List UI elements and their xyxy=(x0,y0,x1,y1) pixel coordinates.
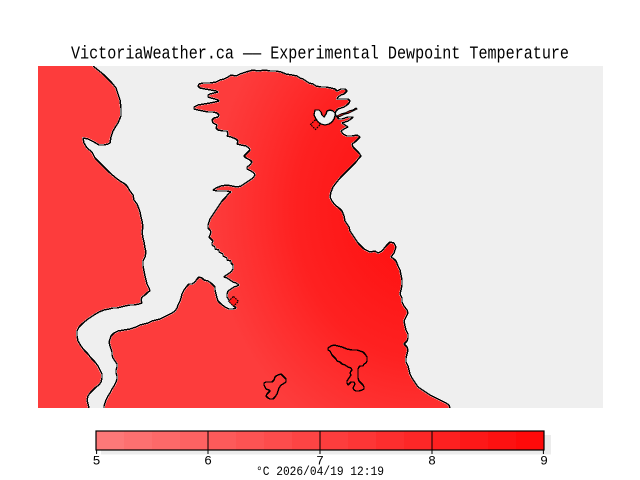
svg-text:8: 8 xyxy=(428,454,436,469)
svg-text:°C 2026/04/19 12:19: °C 2026/04/19 12:19 xyxy=(256,464,384,479)
svg-text:VictoriaWeather.ca —— Experime: VictoriaWeather.ca —— Experimental Dewpo… xyxy=(71,44,569,64)
svg-text:5: 5 xyxy=(93,454,101,469)
svg-text:7: 7 xyxy=(316,454,324,469)
svg-text:6: 6 xyxy=(204,454,212,469)
svg-text:9: 9 xyxy=(540,454,548,469)
